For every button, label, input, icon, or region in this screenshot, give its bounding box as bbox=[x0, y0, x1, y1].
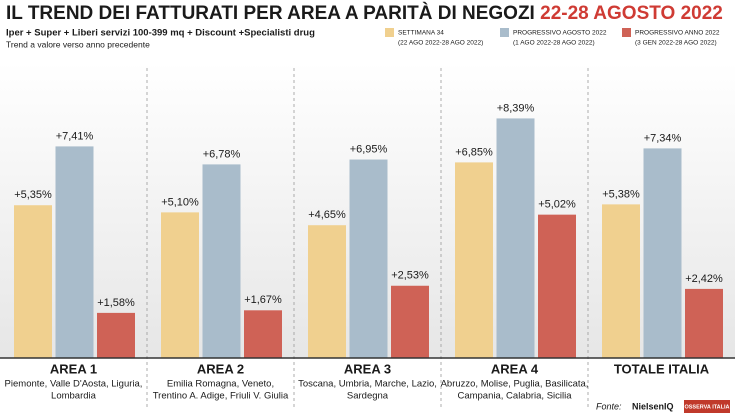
bar bbox=[643, 148, 682, 358]
bar bbox=[14, 205, 52, 358]
source-logo: NielsenIQ bbox=[632, 401, 674, 411]
value-label: +7,34% bbox=[644, 132, 682, 144]
bar bbox=[496, 118, 535, 359]
value-label: +5,10% bbox=[161, 196, 199, 208]
legend-swatch bbox=[622, 28, 631, 37]
bar bbox=[55, 146, 94, 358]
category-label: AREA 2 bbox=[197, 361, 244, 376]
category-detail: Sardegna bbox=[347, 391, 389, 402]
source-logo: OSSERVA ITALIA bbox=[684, 404, 729, 410]
bar bbox=[202, 164, 241, 358]
title-main: IL TREND DEI FATTURATI PER AREA A PARITÀ… bbox=[6, 2, 535, 24]
value-label: +4,65% bbox=[308, 209, 346, 221]
value-label: +2,42% bbox=[685, 273, 723, 285]
category-label: AREA 4 bbox=[491, 361, 539, 376]
subtitle: Iper + Super + Liberi servizi 100-399 mq… bbox=[6, 28, 315, 39]
category-detail: Trentino A. Adige, Friuli V. Giulia bbox=[153, 391, 289, 402]
category-label: AREA 1 bbox=[50, 361, 97, 376]
bar bbox=[685, 288, 723, 358]
bar bbox=[97, 312, 135, 358]
title: IL TREND DEI FATTURATI PER AREA A PARITÀ… bbox=[6, 2, 723, 24]
bar bbox=[391, 285, 429, 358]
bar bbox=[308, 225, 346, 358]
value-label: +6,95% bbox=[350, 143, 388, 155]
category-detail: Campania, Calabria, Sicilia bbox=[457, 391, 572, 402]
value-label: +1,58% bbox=[97, 297, 135, 309]
value-label: +6,85% bbox=[455, 146, 493, 158]
legend-period: (22 AGO 2022-28 AGO 2022) bbox=[398, 40, 483, 47]
logo-box bbox=[684, 400, 730, 413]
value-label: +5,02% bbox=[538, 199, 576, 211]
bar bbox=[538, 214, 576, 358]
bar bbox=[244, 310, 282, 358]
category-detail: Emilia Romagna, Veneto, bbox=[167, 379, 274, 390]
category-label: AREA 3 bbox=[344, 361, 391, 376]
value-label: +6,78% bbox=[203, 148, 241, 160]
legend-swatch bbox=[500, 28, 509, 37]
value-label: +5,35% bbox=[14, 189, 52, 201]
title-highlight: 22-28 AGOSTO 2022 bbox=[540, 3, 723, 24]
category-detail: Abruzzo, Molise, Puglia, Basilicata, bbox=[441, 379, 589, 390]
legend-period: (1 AGO 2022-28 AGO 2022) bbox=[513, 40, 595, 47]
source: Fonte: bbox=[596, 401, 622, 411]
value-label: +1,67% bbox=[244, 294, 282, 306]
value-label: +5,38% bbox=[602, 188, 640, 200]
legend-label: SETTIMANA 34 bbox=[398, 30, 444, 37]
category-detail: Lombardia bbox=[51, 391, 97, 402]
value-label: +2,53% bbox=[391, 270, 429, 282]
category-detail: Toscana, Umbria, Marche, Lazio, bbox=[298, 379, 437, 390]
note: Trend a valore verso anno precedente bbox=[6, 39, 150, 49]
legend-label: PROGRESSIVO ANNO 2022 bbox=[635, 30, 720, 37]
value-label: +7,41% bbox=[56, 130, 94, 142]
bar bbox=[349, 159, 388, 358]
value-label: +8,39% bbox=[497, 102, 535, 114]
bar bbox=[602, 204, 640, 358]
legend-label: PROGRESSIVO AGOSTO 2022 bbox=[513, 30, 607, 37]
legend-period: (3 GEN 2022-28 AGO 2022) bbox=[635, 40, 717, 47]
category-detail: Piemonte, Valle D'Aosta, Liguria, bbox=[5, 379, 143, 390]
bar bbox=[455, 162, 493, 358]
bar bbox=[161, 212, 199, 358]
legend-swatch bbox=[385, 28, 394, 37]
category-label: TOTALE ITALIA bbox=[614, 361, 710, 376]
